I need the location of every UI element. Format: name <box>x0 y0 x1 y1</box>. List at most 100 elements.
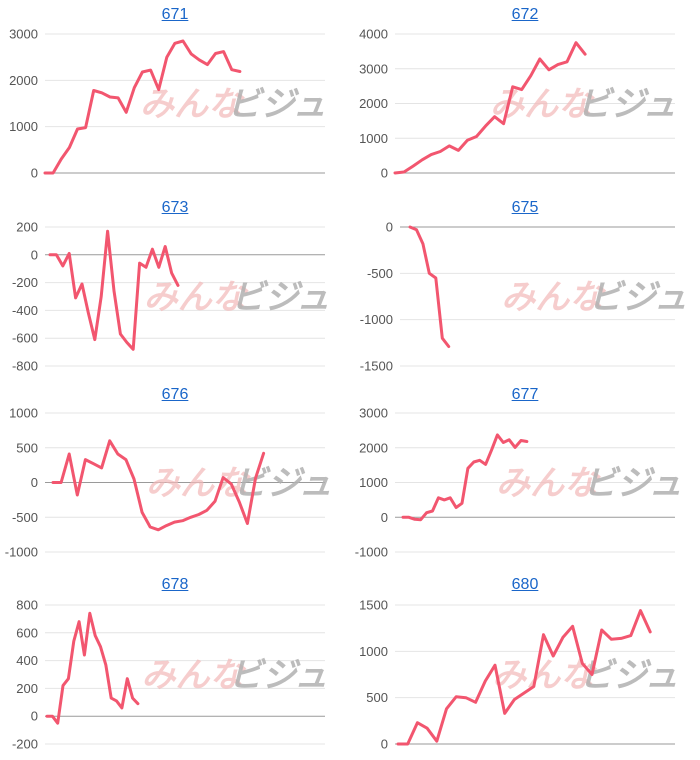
data-point <box>437 496 440 499</box>
data-point <box>610 638 613 641</box>
data-point <box>230 482 233 485</box>
data-point <box>425 511 428 514</box>
data-point <box>571 625 574 628</box>
data-point <box>484 463 487 466</box>
data-point <box>415 228 418 231</box>
data-point <box>457 149 460 152</box>
data-point <box>575 41 578 44</box>
series-line <box>48 229 180 351</box>
y-tick-label: -1000 <box>355 545 388 560</box>
data-point <box>238 70 241 73</box>
data-point <box>421 242 424 245</box>
chart-title-link[interactable]: 672 <box>511 6 539 23</box>
data-point <box>538 58 541 61</box>
data-point <box>434 276 437 279</box>
data-point <box>443 498 446 501</box>
y-tick-label: 500 <box>16 440 38 455</box>
y-tick-label: -800 <box>12 359 38 374</box>
data-point <box>119 333 122 336</box>
data-point <box>222 476 225 479</box>
y-tick-label: -400 <box>12 303 38 318</box>
data-point <box>44 172 47 175</box>
y-tick-label: 3000 <box>359 406 388 421</box>
data-point <box>222 50 225 53</box>
data-point <box>494 664 497 667</box>
watermark-right: ビジュ <box>233 464 333 504</box>
chart-title-link[interactable]: 671 <box>161 6 189 23</box>
data-point <box>126 677 129 680</box>
data-point <box>472 460 475 463</box>
data-point <box>106 230 109 233</box>
chart-title-link[interactable]: 680 <box>511 576 539 593</box>
data-point <box>523 692 526 695</box>
data-point <box>132 348 135 351</box>
chart-title-link[interactable]: 676 <box>161 386 189 403</box>
data-point <box>67 677 70 680</box>
data-point <box>402 516 405 519</box>
chart-title-link[interactable]: 673 <box>161 199 189 216</box>
data-point <box>484 679 487 682</box>
data-point <box>552 654 555 657</box>
data-point <box>125 111 128 114</box>
y-tick-label: -1000 <box>360 312 393 327</box>
data-point <box>439 150 442 153</box>
data-point <box>600 629 603 632</box>
y-tick-label: 3000 <box>359 61 388 76</box>
watermark-left: みんな <box>492 656 597 696</box>
data-point <box>431 509 434 512</box>
chart-title-link[interactable]: 677 <box>511 386 539 403</box>
y-tick-label: -200 <box>12 275 38 290</box>
data-point <box>182 39 185 42</box>
chart-panel-3: 675 -1500 -1000 -500 0 みんな ビジュ <box>350 193 700 383</box>
data-point <box>542 633 545 636</box>
chart-title-link[interactable]: 675 <box>511 199 539 216</box>
data-point <box>157 528 160 531</box>
chart-panel-5: 677 -1000 0 1000 2000 3000 みんな ビジュ <box>350 380 700 570</box>
data-point <box>141 511 144 514</box>
data-point <box>206 63 209 66</box>
data-point <box>125 341 128 344</box>
data-point <box>441 337 444 340</box>
y-tick-label: 4000 <box>359 27 388 42</box>
data-point <box>502 441 505 444</box>
y-tick-label: 2000 <box>9 73 38 88</box>
y-tick-label: 0 <box>386 220 393 235</box>
data-point <box>120 706 123 709</box>
data-point <box>56 722 59 725</box>
data-point <box>92 89 95 92</box>
data-point <box>581 662 584 665</box>
data-point <box>81 282 84 285</box>
data-point <box>62 684 65 687</box>
data-point <box>449 496 452 499</box>
data-point <box>629 634 632 637</box>
data-point <box>173 42 176 45</box>
data-point <box>76 494 79 497</box>
data-point <box>547 68 550 71</box>
data-point <box>149 69 152 72</box>
data-point <box>246 522 249 525</box>
data-point <box>649 630 652 633</box>
series-line <box>43 39 242 175</box>
data-point <box>464 696 467 699</box>
chart-panel-0: 671 0 1000 2000 3000 みんな ビジュ <box>0 0 350 190</box>
data-point <box>46 715 49 718</box>
data-point <box>475 135 478 138</box>
data-point <box>529 74 532 77</box>
data-point <box>556 63 559 66</box>
data-point <box>466 467 469 470</box>
watermark-left: みんな <box>142 656 247 696</box>
watermark-left: みんな <box>496 464 601 504</box>
series-line <box>396 609 652 746</box>
data-point <box>173 521 176 524</box>
data-point <box>52 172 55 175</box>
data-point <box>520 88 523 91</box>
chart-panel-4: 676 -1000 -500 0 500 1000 みんな ビジュ <box>0 380 350 570</box>
chart-title-link[interactable]: 678 <box>161 576 189 593</box>
data-point <box>61 264 64 267</box>
data-point <box>412 165 415 168</box>
data-point <box>100 295 103 298</box>
